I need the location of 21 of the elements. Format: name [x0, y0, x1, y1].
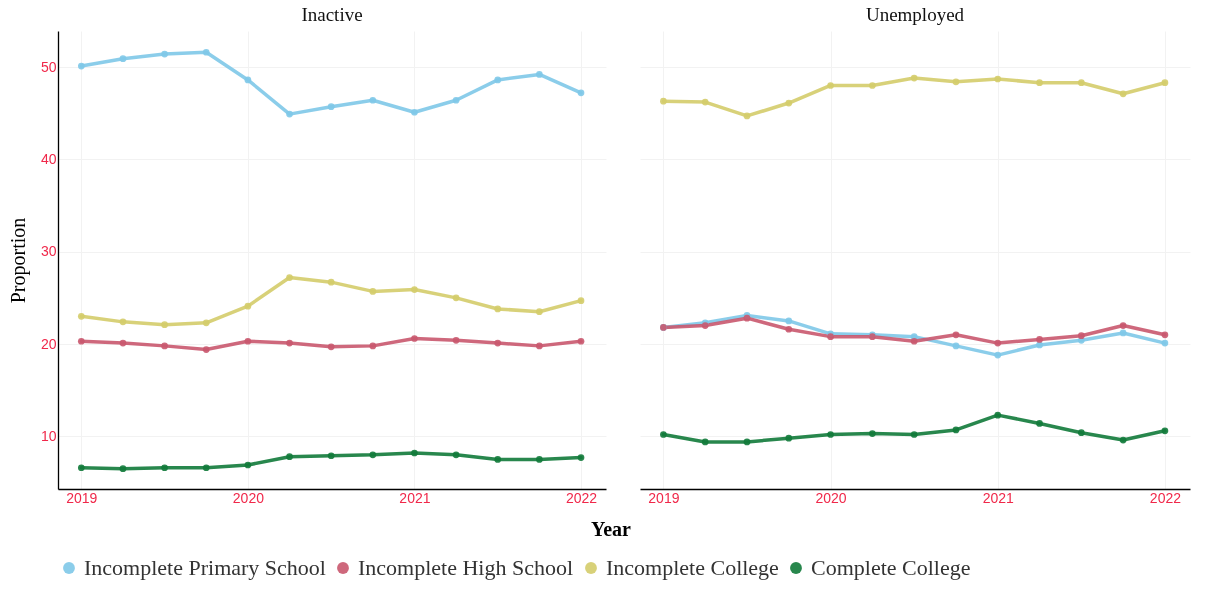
y-tick-label: 50 — [40, 58, 57, 75]
x-tick-label: 2021 — [982, 489, 1015, 506]
legend-label: Incomplete High School — [358, 555, 574, 580]
x-tick-label: 2019 — [66, 489, 98, 506]
x-tick-label: 2020 — [232, 489, 265, 506]
x-tick-label: 2021 — [399, 489, 431, 506]
chart-title: Inactive — [301, 4, 363, 25]
x-tick-label: 2022 — [565, 489, 598, 506]
y-tick-label: 10 — [40, 427, 57, 444]
legend-label: Complete College — [811, 555, 971, 580]
y-tick-label: 40 — [40, 150, 57, 167]
y-axis-title: Proportion — [6, 217, 30, 304]
x-tick-label: 2020 — [815, 489, 847, 506]
y-tick-label: 20 — [40, 335, 57, 352]
x-tick-label: 2022 — [1149, 489, 1182, 506]
x-tick-label: 2019 — [648, 489, 680, 506]
chart-title: Unemployed — [865, 4, 965, 25]
y-tick-label: 30 — [40, 243, 57, 260]
legend-label: Incomplete College — [606, 555, 779, 580]
x-axis-title: Year — [591, 517, 632, 540]
legend-label: Incomplete Primary School — [84, 555, 326, 580]
